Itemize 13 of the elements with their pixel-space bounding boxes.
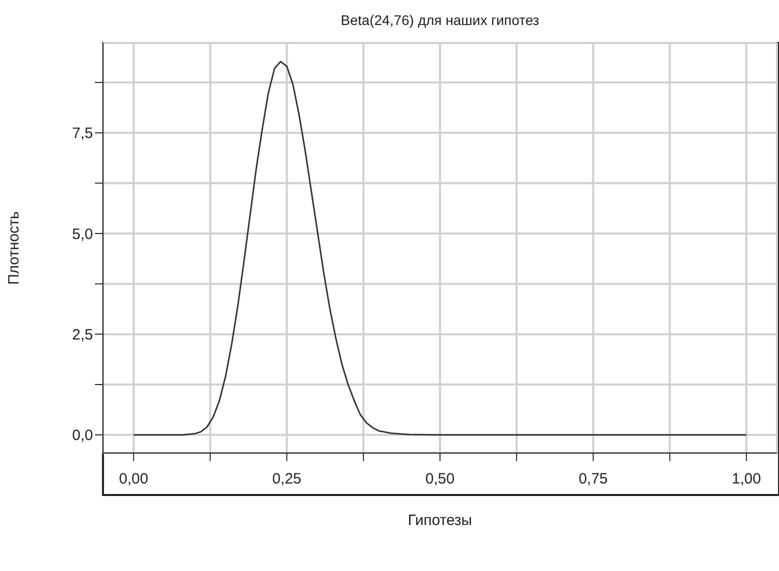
- y-axis-title: Плотность: [5, 211, 22, 285]
- y-tick-label: 0,0: [72, 427, 93, 444]
- line-series: [132, 60, 748, 436]
- chart-title: Beta(24,76) для наших гипотез: [340, 12, 540, 28]
- x-tick-label: 0,50: [425, 470, 455, 488]
- y-tick-label: 2,5: [72, 326, 93, 344]
- x-tick-label: 1,00: [732, 470, 761, 488]
- x-tick-label: 0,00: [119, 470, 148, 488]
- x-tick-label: 0,75: [578, 470, 608, 488]
- x-axis-title: Гипотезы: [408, 512, 472, 529]
- x-tick-label: 0,25: [272, 470, 302, 488]
- y-tick-label: 5,0: [72, 226, 93, 243]
- y-tick-label: 7,5: [72, 125, 93, 142]
